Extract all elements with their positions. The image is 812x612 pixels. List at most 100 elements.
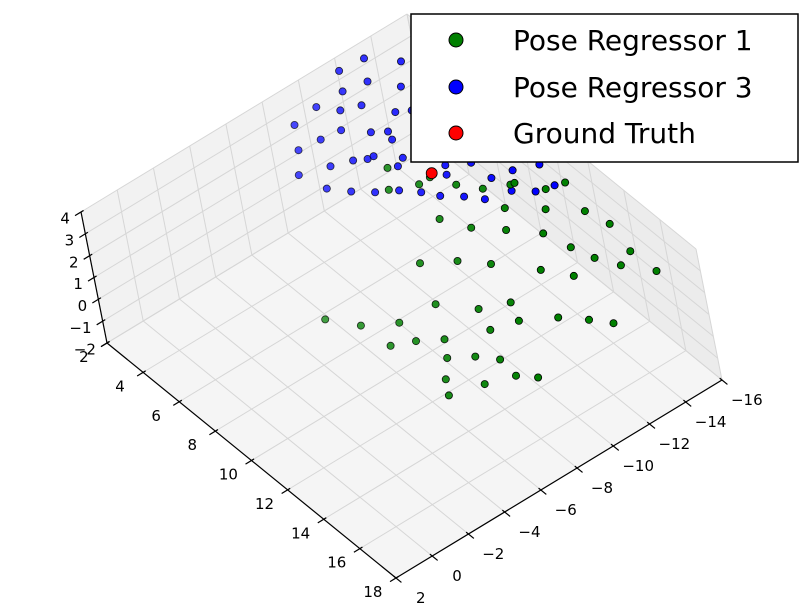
point-pose-regressor-3 [322,184,331,193]
point-pose-regressor-1 [443,353,452,362]
point-pose-regressor-1 [609,319,618,328]
point-pose-regressor-3 [460,192,469,201]
x-tick [317,517,327,524]
x-tick-label: 10 [219,466,238,484]
x-tick [136,370,147,377]
z-tick [96,319,106,326]
point-pose-regressor-3 [371,188,380,197]
point-pose-regressor-3 [326,162,335,171]
y-tick-label: −4 [518,523,540,541]
z-tick-label: 0 [78,297,88,315]
y-tick [610,443,620,451]
point-pose-regressor-3 [366,128,375,137]
point-pose-regressor-3 [383,127,392,136]
y-tick [538,487,547,495]
legend-frame [410,13,799,163]
point-pose-regressor-1 [605,219,614,228]
y-tick [465,531,475,539]
point-pose-regressor-1 [384,185,393,194]
gridline-y-floor [179,298,469,535]
gridline-y-floor [324,210,614,447]
gridline-x-floor [251,262,578,461]
point-pose-regressor-3 [357,101,366,110]
point-pose-regressor-1 [539,229,548,238]
point-pose-regressor-3 [398,153,407,162]
gridline-z-left [106,144,434,344]
y-tick-label: −2 [482,545,504,563]
point-pose-regressor-1 [474,304,483,313]
point-pose-regressor-3 [396,57,405,66]
gridline-x-floor [323,320,651,520]
point-pose-regressor-1 [566,243,575,252]
point-pose-regressor-1 [569,271,578,280]
gridline-z-left [80,13,408,213]
legend: Pose Regressor 1 Pose Regressor 3 Ground… [410,13,799,163]
z-tick [83,253,93,260]
y-tick-label: −12 [659,435,691,453]
point-pose-regressor-1 [536,265,545,274]
z-tick [74,209,84,217]
point-pose-regressor-3 [336,106,345,115]
point-pose-regressor-3 [363,77,372,86]
point-pose-regressor-1 [585,315,594,324]
point-pose-regressor-3 [312,103,321,112]
y-tick [393,575,402,583]
y-tick [646,421,656,429]
z-tick [92,297,102,304]
y-tick-label: 2 [416,589,426,607]
y-axis-line [395,379,723,579]
point-pose-regressor-3 [550,181,559,190]
point-pose-regressor-3 [337,126,346,135]
legend-marker-pose-regressor-3 [448,79,464,95]
gridline-y-floor [215,276,505,513]
x-tick-label: 16 [327,554,346,572]
point-pose-regressor-1 [541,185,550,194]
gridline-x-floor [215,232,542,432]
point-pose-regressor-1 [441,375,450,384]
point-pose-regressor-1 [616,261,625,270]
gridline-y-floor [251,254,542,491]
x-tick-label: 8 [188,436,198,454]
point-pose-regressor-1 [486,259,495,268]
point-pose-regressor-3 [388,135,397,144]
point-pose-regressor-1 [496,355,505,364]
point-pose-regressor-1 [440,335,449,344]
x-tick-label: 14 [291,524,310,542]
point-pose-regressor-1 [415,259,424,268]
point-pose-regressor-1 [561,178,570,187]
point-pose-regressor-1 [554,313,563,322]
x-tick [172,399,183,406]
z-tick [79,231,89,238]
y-tick-label: −16 [731,391,763,409]
gridline-y-floor [360,188,650,425]
point-pose-regressor-3 [442,170,451,179]
point-ground-truth [425,167,438,180]
gridline-z-left [93,79,421,278]
point-pose-regressor-1 [580,207,589,216]
point-pose-regressor-1 [431,300,440,309]
point-pose-regressor-1 [356,321,365,330]
legend-label-pose-regressor-1: Pose Regressor 1 [513,24,753,57]
point-pose-regressor-3 [487,173,496,182]
z-tick-label: 2 [69,253,79,271]
legend-label-pose-regressor-3: Pose Regressor 3 [513,71,753,104]
point-pose-regressor-3 [393,162,402,171]
z-tick-label: 1 [73,275,83,293]
z-tick-label: −2 [74,341,96,359]
point-pose-regressor-3 [316,135,325,144]
z-tick-label: 4 [60,210,70,228]
point-pose-regressor-1 [444,391,453,400]
x-tick-label: 2 [79,348,89,366]
gridline-x-floor [178,203,506,403]
legend-label-ground-truth: Ground Truth [513,117,696,150]
point-pose-regressor-1 [453,256,462,265]
point-pose-regressor-3 [335,66,344,75]
y-tick [683,399,692,407]
point-pose-regressor-3 [294,171,303,180]
point-pose-regressor-3 [395,186,404,195]
point-pose-regressor-1 [486,325,495,334]
gridline-x-floor [359,350,687,550]
y-tick [574,465,583,473]
y-tick [429,553,439,561]
